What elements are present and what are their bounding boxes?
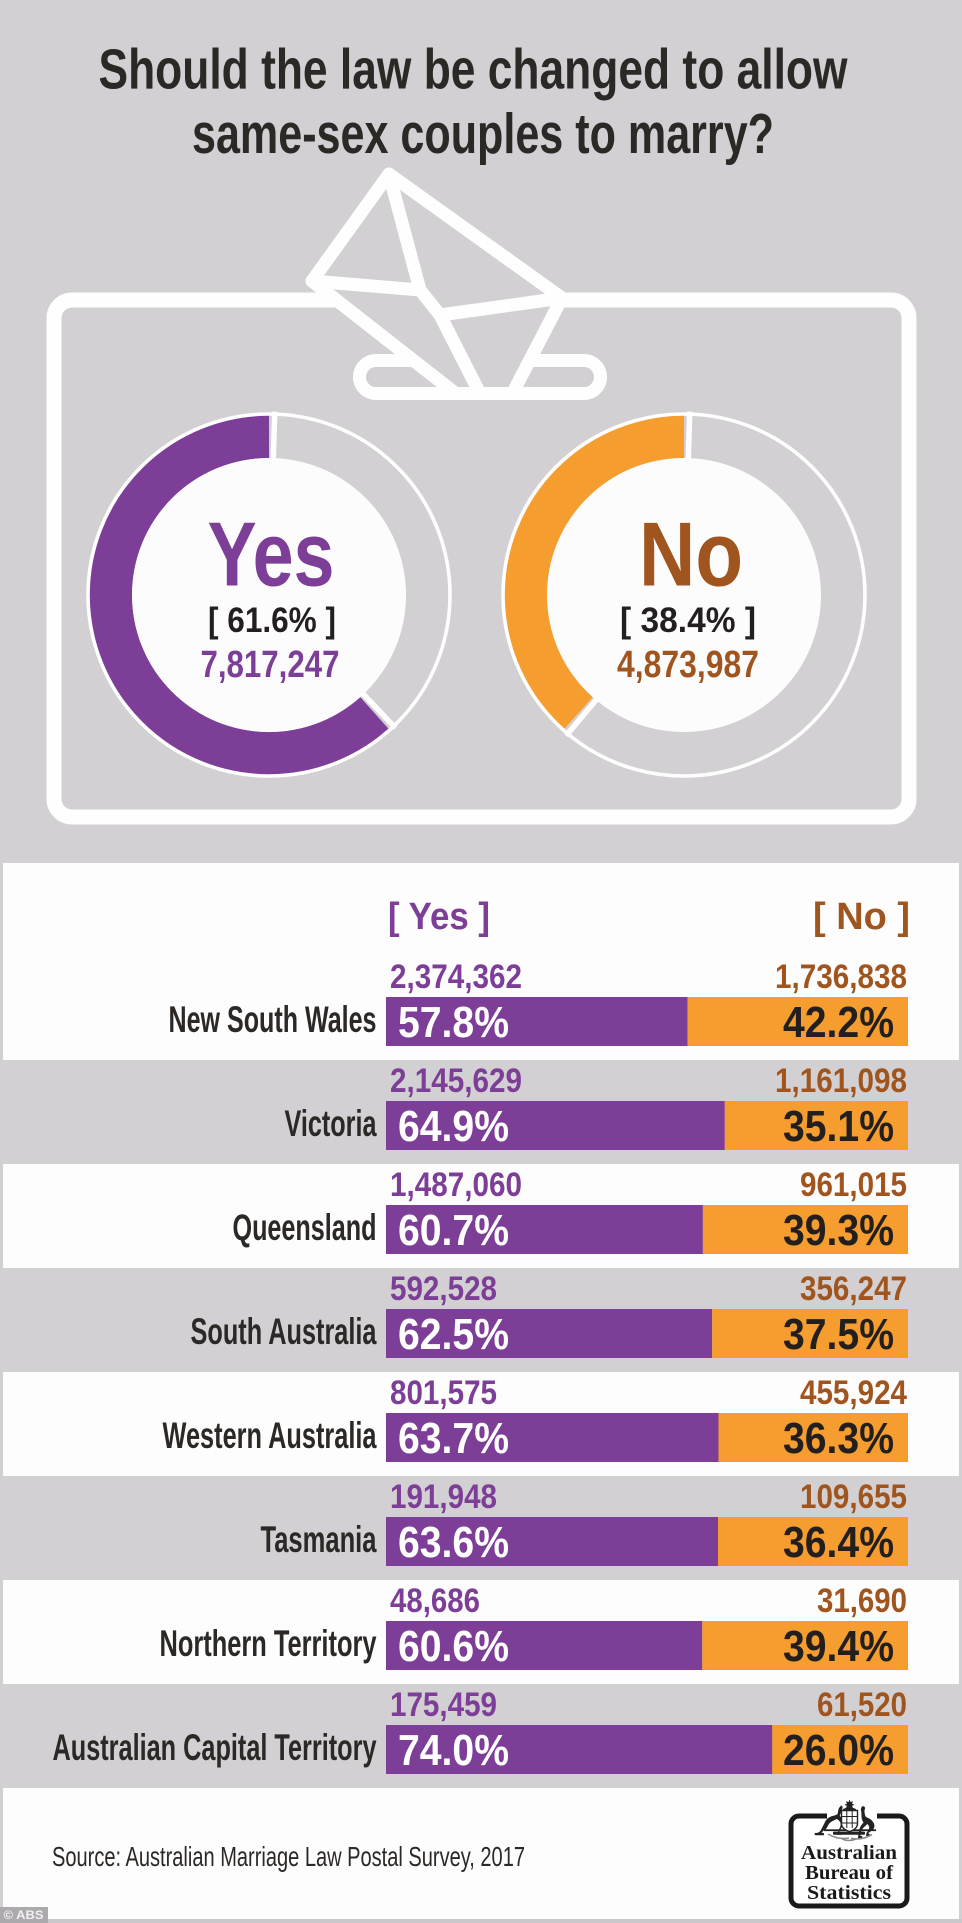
svg-text:62.5%: 62.5% [398,1310,509,1359]
svg-text:No: No [639,505,743,606]
svg-text:Victoria: Victoria [285,1103,377,1144]
svg-text:63.7%: 63.7% [398,1414,509,1463]
svg-text:26.0%: 26.0% [783,1726,894,1775]
svg-text:36.3%: 36.3% [783,1414,894,1463]
svg-text:[ 38.4% ]: [ 38.4% ] [620,601,756,640]
svg-text:Northern Territory: Northern Territory [160,1623,377,1664]
svg-text:39.3%: 39.3% [783,1206,894,1255]
svg-text:New South Wales: New South Wales [169,999,377,1040]
svg-text:Source: Australian Marriage La: Source: Australian Marriage Law Postal S… [52,1841,525,1872]
svg-text:57.8%: 57.8% [398,998,509,1047]
svg-text:592,528: 592,528 [390,1270,497,1308]
svg-text:Australian: Australian [801,1842,897,1864]
svg-text:Australian Capital Territory: Australian Capital Territory [53,1727,377,1768]
svg-text:42.2%: 42.2% [783,998,894,1047]
svg-text:191,948: 191,948 [390,1478,497,1516]
svg-text:[ No ]: [ No ] [813,896,910,938]
svg-text:31,690: 31,690 [817,1582,907,1620]
svg-text:455,924: 455,924 [800,1374,907,1412]
svg-text:Statistics: Statistics [807,1882,891,1904]
svg-text:7,817,247: 7,817,247 [201,644,340,686]
svg-text:Western Australia: Western Australia [163,1415,377,1456]
svg-text:356,247: 356,247 [800,1270,907,1308]
svg-text:1,487,060: 1,487,060 [390,1166,522,1204]
svg-text:[ Yes ]: [ Yes ] [388,896,490,938]
svg-text:Should the law be changed to a: Should the law be changed to allow [99,38,849,102]
svg-text:2,145,629: 2,145,629 [390,1062,522,1100]
svg-text:61,520: 61,520 [817,1686,907,1724]
svg-text:60.6%: 60.6% [398,1622,509,1671]
svg-text:961,015: 961,015 [800,1166,907,1204]
svg-text:Bureau of: Bureau of [805,1862,893,1884]
svg-text:175,459: 175,459 [390,1686,497,1724]
svg-text:2,374,362: 2,374,362 [390,958,522,996]
svg-text:4,873,987: 4,873,987 [617,644,759,686]
svg-text:74.0%: 74.0% [398,1726,509,1775]
svg-text:109,655: 109,655 [800,1478,907,1516]
svg-text:37.5%: 37.5% [783,1310,894,1359]
svg-text:[ 61.6% ]: [ 61.6% ] [208,601,336,640]
svg-text:South Australia: South Australia [191,1311,377,1352]
svg-text:© ABS: © ABS [4,1910,44,1922]
svg-text:same-sex couples to marry?: same-sex couples to marry? [192,102,774,166]
svg-text:39.4%: 39.4% [783,1622,894,1671]
svg-text:35.1%: 35.1% [783,1102,894,1151]
svg-text:1,161,098: 1,161,098 [775,1062,907,1100]
svg-text:60.7%: 60.7% [398,1206,509,1255]
svg-text:801,575: 801,575 [390,1374,497,1412]
svg-text:Queensland: Queensland [233,1207,377,1248]
svg-text:1,736,838: 1,736,838 [775,958,907,996]
svg-text:Yes: Yes [208,505,335,606]
svg-text:48,686: 48,686 [390,1582,480,1620]
svg-text:36.4%: 36.4% [783,1518,894,1567]
svg-text:64.9%: 64.9% [398,1102,509,1151]
svg-text:63.6%: 63.6% [398,1518,509,1567]
svg-text:Tasmania: Tasmania [261,1519,377,1560]
